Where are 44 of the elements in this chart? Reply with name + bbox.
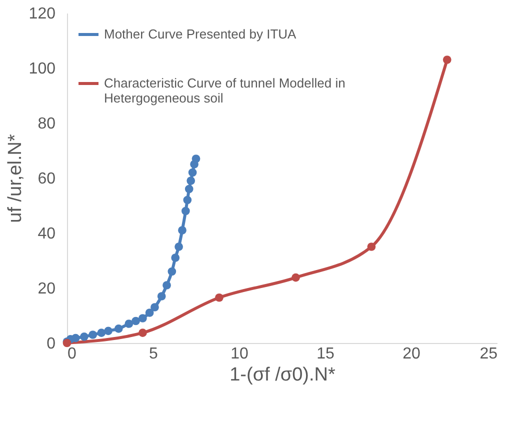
point: [442, 56, 452, 64]
legend-label: Mother Curve Presented by ITUA: [104, 26, 297, 42]
x-tick-label: 20: [402, 346, 420, 362]
point: [80, 332, 88, 341]
point: [367, 242, 376, 251]
point: [178, 226, 186, 234]
point: [124, 320, 134, 328]
x-tick-label: 25: [480, 346, 498, 362]
y-tick-label: 40: [38, 226, 56, 242]
point: [181, 206, 190, 216]
point: [292, 273, 300, 282]
point: [114, 324, 123, 333]
point: [88, 330, 97, 339]
x-tick-label: 15: [316, 346, 334, 362]
point: [174, 242, 183, 251]
point: [104, 326, 112, 336]
x-axis-title: 1-(σf /σ0).N*: [230, 364, 336, 386]
x-tick-label: 0: [68, 346, 76, 362]
point: [157, 292, 166, 300]
point: [215, 293, 224, 302]
point: [138, 314, 147, 322]
point: [97, 328, 106, 337]
x-tick-label: 5: [149, 346, 158, 362]
point: [150, 303, 159, 312]
y-tick-label: 60: [38, 170, 56, 188]
y-tick-label: 20: [38, 280, 56, 298]
y-tick-label: 80: [38, 116, 56, 132]
legend-label: Characteristic Curve of tunnel Modelled in Hetergogeneous soil: [104, 76, 346, 106]
point: [186, 176, 196, 185]
y-tick-label: 120: [28, 6, 56, 22]
point: [71, 334, 80, 342]
x-tick-label: 10: [230, 346, 248, 362]
point: [188, 168, 197, 177]
point: [132, 316, 140, 326]
y-tick-label: 100: [28, 60, 56, 78]
point: [138, 328, 147, 337]
point: [192, 154, 200, 163]
point: [171, 254, 180, 262]
point: [162, 281, 171, 290]
point: [145, 308, 154, 317]
y-axis-title: uf /ur,el.N*: [4, 134, 26, 223]
point: [168, 267, 176, 276]
point: [184, 184, 194, 194]
point: [183, 196, 192, 204]
